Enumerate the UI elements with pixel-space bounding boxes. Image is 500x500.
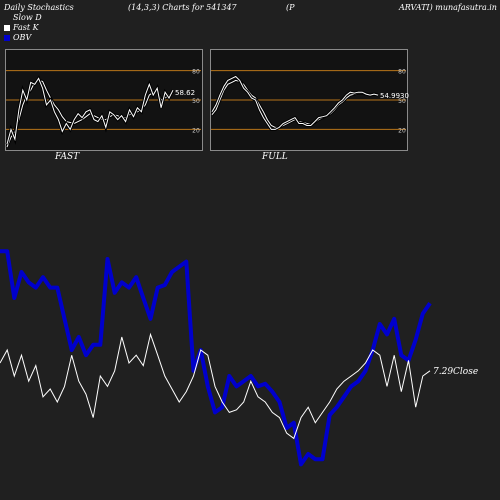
fast-last-value-label: 58.62 — [175, 89, 195, 97]
full-series-1-outline — [210, 74, 379, 131]
fast-tick-label-80: 80 — [192, 69, 200, 76]
legend-item-obv: OBV — [4, 33, 42, 43]
full-tick-label-50: 50 — [398, 98, 406, 105]
full-panel-label: FULL — [262, 152, 288, 162]
chart-symbol: (P — [286, 3, 295, 12]
fast-tick-label-20: 20 — [192, 127, 200, 134]
obv-line — [0, 249, 432, 467]
legend-label-fast-k: Fast K — [13, 23, 39, 32]
close-price-line — [0, 332, 431, 440]
full-series-1-line — [211, 75, 379, 130]
fast-panel-label: FAST — [55, 152, 80, 162]
chart-title: Daily Stochastics — [4, 3, 74, 12]
legend-item-slow-d: Slow D — [4, 13, 42, 23]
legend-label-slow-d: Slow D — [13, 13, 42, 22]
fast-series-1-line — [6, 77, 174, 145]
full-tick-label-20: 20 — [398, 127, 406, 134]
legend-item-fast-k: Fast K — [4, 23, 42, 33]
full-tick-label-80: 80 — [398, 69, 406, 76]
close-value-label: 7.29Close — [433, 367, 478, 377]
chart-params: (14,3,3) Charts for 541347 — [128, 3, 237, 12]
fast-tick-label-50: 50 — [192, 98, 200, 105]
legend-swatch-obv — [4, 35, 10, 41]
full-last-value-label: 54.9930 — [380, 92, 409, 100]
legend-swatch-slow-d — [4, 15, 10, 21]
site-name: ARVATI) munafasutra.in — [399, 3, 497, 12]
legend-swatch-fast-k — [4, 25, 10, 31]
legend-label-obv: OBV — [13, 33, 32, 42]
legend: Slow D Fast K OBV — [4, 13, 42, 43]
full-series-0-outline — [210, 78, 379, 129]
